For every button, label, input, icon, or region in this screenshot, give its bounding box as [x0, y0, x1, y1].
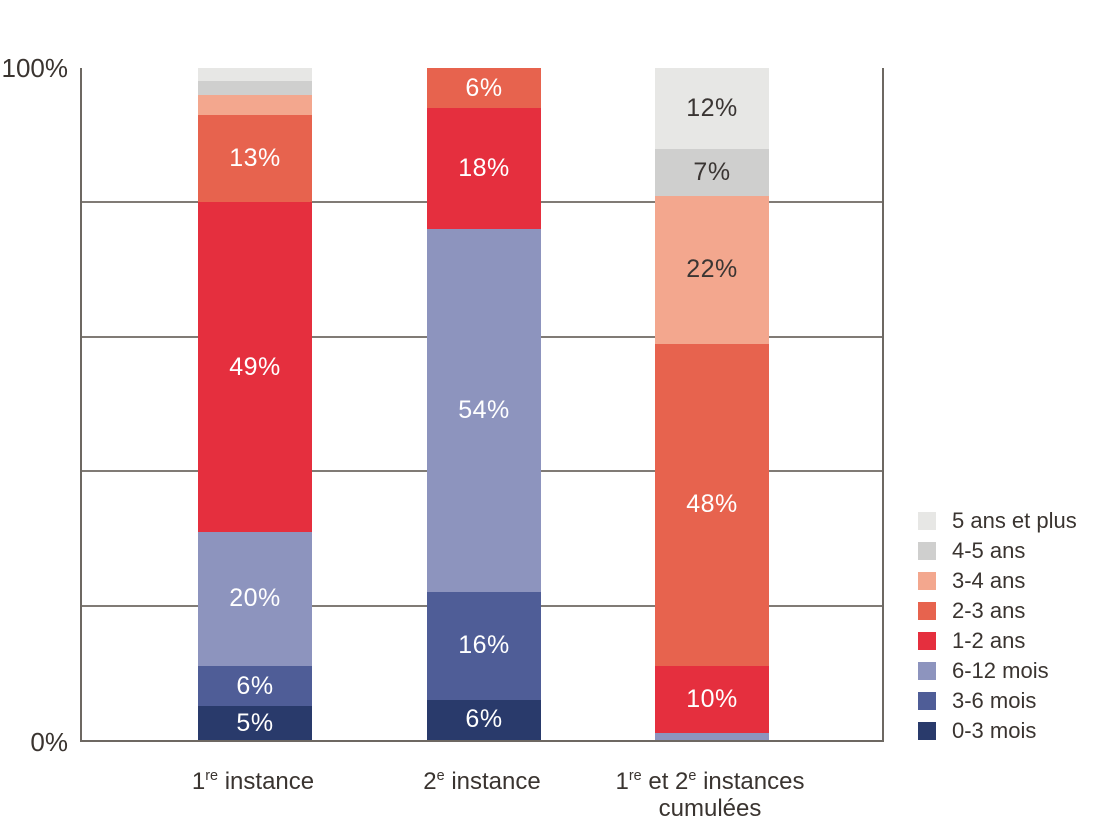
bar-segment-label: 13%: [229, 144, 281, 173]
bar-segment: 6%: [198, 666, 312, 707]
plot-area: 5% 6% 20% 49% 13% 6% 16% 54% 18% 6% 10% 48% 22% 7% 12%: [80, 68, 884, 742]
legend-label: 6-12 mois: [952, 658, 1049, 683]
legend-label: 3-6 mois: [952, 688, 1037, 713]
bar-segment: 16%: [427, 592, 541, 700]
legend-item: 0-3 mois: [918, 716, 1077, 746]
x-axis: 1re instance 2e instance 1re et 2e instanc…: [0, 768, 1100, 826]
legend-item: 5 ans et plus: [918, 506, 1077, 536]
legend-item: 3-6 mois: [918, 686, 1077, 716]
bar-segment: 10%: [655, 666, 769, 734]
bar-segment: 6%: [427, 68, 541, 109]
bar-segment-label: 20%: [229, 584, 281, 613]
legend-swatch: [918, 542, 936, 560]
bar-segment: 13%: [198, 115, 312, 203]
bar-segment: [198, 68, 312, 82]
bar-1: 5% 6% 20% 49% 13%: [198, 68, 312, 740]
bar-segment-label: 6%: [465, 705, 503, 734]
legend-swatch: [918, 512, 936, 530]
legend-item: 4-5 ans: [918, 536, 1077, 566]
legend-swatch: [918, 602, 936, 620]
x-axis-label: 1re et 2e instances cumulées: [615, 768, 805, 822]
bar-segment-label: 6%: [465, 73, 503, 102]
bar-segment-label: 7%: [693, 157, 731, 186]
bar-segment: 5%: [198, 706, 312, 740]
bar-2: 6% 16% 54% 18% 6%: [427, 68, 541, 740]
legend-label: 2-3 ans: [952, 598, 1026, 623]
legend-label: 3-4 ans: [952, 568, 1026, 593]
bar-segment: [198, 94, 312, 116]
bar-segment-label: 49%: [229, 352, 281, 381]
bar-segment-label: 22%: [686, 255, 738, 284]
bar-segment: 7%: [655, 148, 769, 196]
bar-segment: 18%: [427, 108, 541, 230]
bar-segment-label: 18%: [458, 154, 510, 183]
legend-swatch: [918, 632, 936, 650]
bar-segment: 6%: [427, 699, 541, 740]
y-axis-label: 0%: [30, 727, 68, 757]
legend-item: 1-2 ans: [918, 626, 1077, 656]
y-axis-label: 100%: [1, 53, 69, 83]
legend-swatch: [918, 692, 936, 710]
x-axis-label: 1re instance: [191, 768, 315, 795]
legend-label: 5 ans et plus: [952, 508, 1077, 533]
bar-segment-label: 54%: [458, 396, 510, 425]
bar-segment: 48%: [655, 343, 769, 667]
legend-label: 0-3 mois: [952, 718, 1037, 743]
legend-item: 3-4 ans: [918, 566, 1077, 596]
legend: 5 ans et plus 4-5 ans 3-4 ans 2-3 ans 1-2 an…: [918, 506, 1077, 746]
bar-segment: 12%: [655, 68, 769, 149]
legend-label: 1-2 ans: [952, 628, 1026, 653]
legend-item: 2-3 ans: [918, 596, 1077, 626]
bar-segment: 22%: [655, 195, 769, 344]
legend-label: 4-5 ans: [952, 538, 1026, 563]
bar-segment-label: 6%: [236, 671, 274, 700]
bar-segment: [655, 733, 769, 740]
x-axis-label: 2e instance: [423, 768, 541, 795]
bar-segment: 49%: [198, 202, 312, 532]
legend-swatch: [918, 572, 936, 590]
bar-segment: 54%: [427, 229, 541, 593]
legend-swatch: [918, 722, 936, 740]
bar-3: 10% 48% 22% 7% 12%: [655, 68, 769, 740]
bar-segment-label: 5%: [236, 708, 274, 737]
legend-swatch: [918, 662, 936, 680]
bar-segment-label: 10%: [686, 685, 738, 714]
bar-segment-label: 16%: [458, 631, 510, 660]
bar-segment: 20%: [198, 531, 312, 667]
bar-segment-label: 12%: [686, 93, 738, 122]
legend-item: 6-12 mois: [918, 656, 1077, 686]
bar-segment-label: 48%: [686, 490, 738, 519]
bar-segment: [198, 81, 312, 95]
